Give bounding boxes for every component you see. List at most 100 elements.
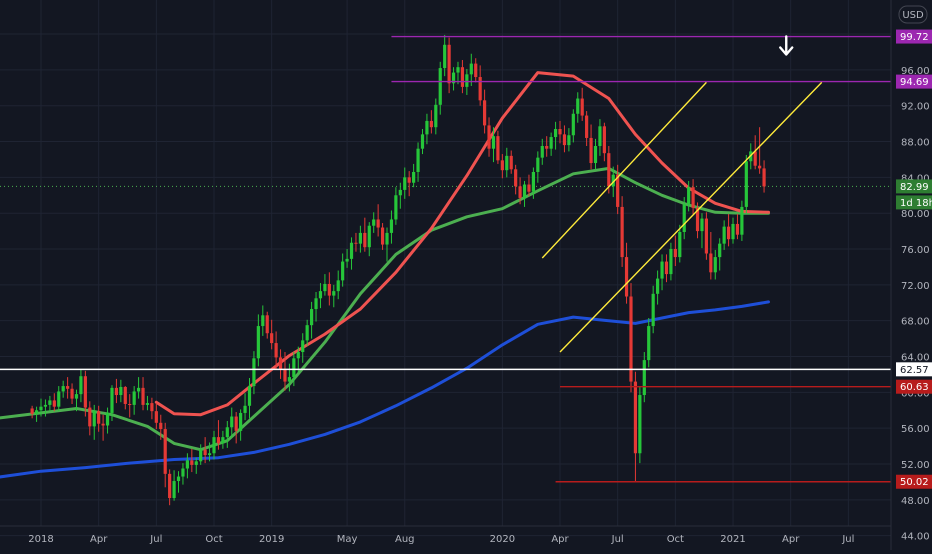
candle-body [704, 218, 708, 254]
candle [522, 180, 527, 207]
candle-body [571, 113, 575, 136]
candle [70, 383, 74, 404]
candle [30, 405, 34, 419]
candle [456, 61, 460, 85]
candle-body [394, 195, 398, 220]
trend-channel [541, 81, 823, 353]
candle-body [726, 226, 731, 240]
price-level-badge-bg [896, 74, 932, 89]
candle [571, 109, 575, 143]
candle [438, 61, 442, 115]
candle [278, 349, 283, 379]
candle-body [673, 249, 677, 258]
time-tick-label: Apr [90, 534, 108, 545]
price-level-badge-text: 60.63 [900, 382, 929, 393]
candle-body [43, 404, 48, 407]
candle [713, 249, 717, 280]
candle-body [438, 68, 442, 105]
candle-body [185, 460, 189, 469]
moving-average-green [0, 166, 770, 452]
candle [505, 147, 509, 178]
candle-body [203, 449, 207, 456]
candle-body [119, 386, 123, 396]
candle-body [514, 169, 518, 187]
price-level-badge-bg [896, 29, 932, 44]
price-level-badge: 94.69 [896, 74, 932, 89]
candle-body [230, 416, 234, 428]
candle-body [61, 386, 65, 392]
candle-body [39, 406, 43, 411]
candle-body [709, 253, 713, 273]
candle [731, 217, 735, 244]
candle-body [221, 437, 225, 444]
candle-body [407, 177, 411, 183]
candle [61, 380, 65, 398]
candle-body [225, 427, 229, 438]
price-tick-label: 96.00 [901, 66, 930, 77]
countdown-badge: 1d 18h [896, 195, 932, 210]
candle [225, 421, 229, 448]
candle-body [154, 411, 158, 423]
candle [145, 395, 150, 411]
candle-body [181, 468, 185, 477]
candle [256, 314, 260, 367]
candle [212, 430, 216, 460]
candle-body [713, 257, 717, 273]
candle [305, 319, 309, 346]
candle [434, 98, 438, 135]
candle-body [34, 410, 39, 414]
candle-body [70, 388, 74, 399]
candle-body [74, 394, 79, 399]
candle-body [194, 461, 198, 465]
candle-body [301, 340, 305, 353]
candle-body [753, 151, 757, 166]
candle [451, 67, 456, 91]
candle-body [261, 315, 265, 327]
candle [194, 457, 198, 474]
candle [296, 346, 300, 373]
candle [141, 377, 145, 411]
candle-body [159, 422, 163, 430]
candle [367, 222, 371, 257]
candle [230, 407, 234, 439]
candle [443, 34, 447, 77]
candle-body [403, 177, 407, 190]
currency-badge[interactable]: USD [898, 5, 928, 24]
candle-body [252, 358, 256, 387]
candle [758, 127, 762, 174]
candle [602, 122, 606, 162]
countdown-badge-text: 1d 18h [900, 198, 932, 209]
candle-body [624, 257, 629, 297]
candle [163, 422, 167, 488]
candle [429, 110, 433, 134]
candle [358, 225, 362, 253]
candle [487, 117, 491, 157]
time-axis[interactable]: 2018 Apr Jul Oct 2019 May Aug 2020 Apr Jul Oct 2021… [28, 534, 854, 545]
candle [136, 377, 141, 399]
candle-body [447, 44, 451, 84]
candle-body [123, 386, 127, 404]
candle-body [420, 134, 425, 149]
candle [576, 92, 580, 123]
candle [314, 292, 318, 322]
candle [74, 389, 79, 412]
candle [341, 253, 345, 287]
candle [123, 386, 127, 410]
candle [185, 453, 189, 479]
candle [447, 37, 451, 94]
candle [354, 232, 358, 252]
candle [589, 124, 593, 170]
candle-body [656, 278, 660, 294]
candle-body [287, 377, 292, 382]
candle [567, 128, 571, 152]
candle [460, 60, 465, 94]
time-tick-label: Jul [611, 534, 624, 545]
candle [593, 138, 598, 170]
candle-body [491, 136, 496, 149]
moving-average-red [154, 71, 770, 417]
candle [735, 214, 740, 240]
price-axis[interactable]: 100.0096.0092.0088.0084.0080.0076.0072.0… [901, 30, 932, 543]
candle [83, 370, 87, 417]
